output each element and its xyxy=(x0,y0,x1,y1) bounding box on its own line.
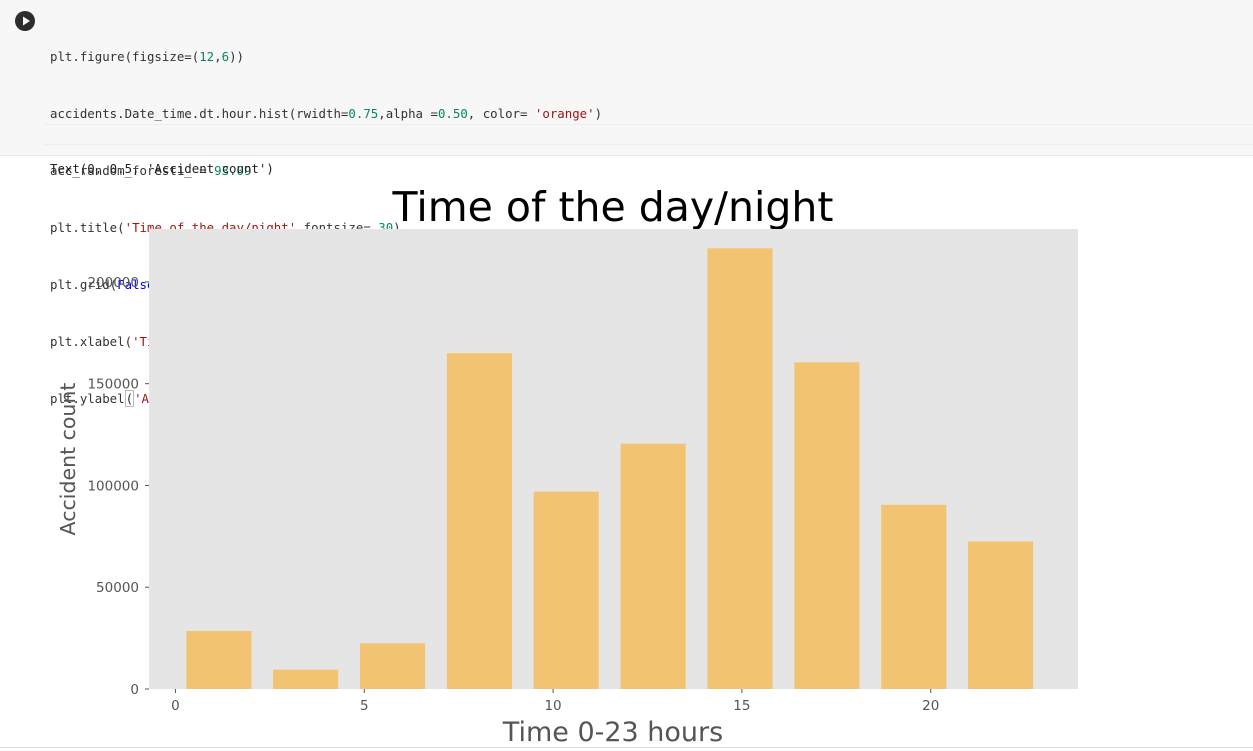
code-cell[interactable]: plt.figure(figsize=(12,6)) accidents.Dat… xyxy=(0,0,1253,407)
play-icon xyxy=(23,16,30,26)
x-tick-label: 5 xyxy=(360,698,369,714)
x-tick-label: 20 xyxy=(922,698,939,714)
x-axis-label: Time 0-23 hours xyxy=(502,717,723,748)
y-tick-label: 100000 xyxy=(87,478,139,494)
histogram-bar-5 xyxy=(620,443,686,689)
histogram-bar-7 xyxy=(794,362,860,689)
histogram-bar-6 xyxy=(707,248,773,690)
histogram-bar-4 xyxy=(533,491,599,689)
x-tick-label: 0 xyxy=(171,698,180,714)
y-tick-label: 150000 xyxy=(87,377,139,393)
code-line: acc_random_forest1_ = 93.09 xyxy=(50,163,252,178)
run-cell-button[interactable] xyxy=(15,11,35,31)
code-line: plt.grid(False) xyxy=(50,277,162,292)
y-tick-label: 200000 xyxy=(87,275,139,291)
divider xyxy=(0,747,1253,748)
histogram-bar-1 xyxy=(273,669,339,689)
histogram-bar-9 xyxy=(968,541,1034,689)
output-text: Text(0, 0.5, 'Accident count') xyxy=(50,161,274,176)
code-line: plt.figure(figsize=(12,6)) xyxy=(50,49,244,64)
y-tick-label: 50000 xyxy=(96,580,139,596)
histogram-bar-8 xyxy=(881,504,947,689)
histogram-bar-2 xyxy=(360,643,426,689)
x-tick-label: 10 xyxy=(544,698,561,714)
y-axis-label: Accident count xyxy=(56,383,80,536)
active-line-highlight xyxy=(44,124,1253,145)
histogram-bar-0 xyxy=(186,631,252,689)
x-tick-label: 15 xyxy=(733,698,750,714)
code-line: accidents.Date_time.dt.hour.hist(rwidth=… xyxy=(50,106,603,121)
y-tick-label: 0 xyxy=(130,682,139,698)
histogram-bar-3 xyxy=(446,353,512,689)
chart-title: Time of the day/night xyxy=(392,183,834,231)
